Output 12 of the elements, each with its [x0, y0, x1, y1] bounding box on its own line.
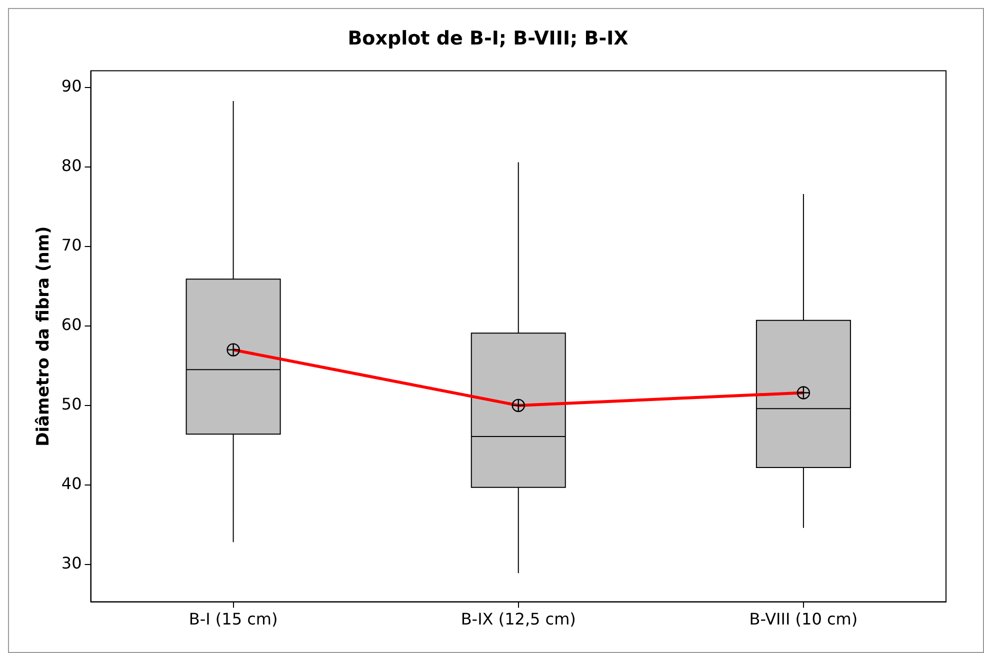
y-tick-label: 60	[61, 315, 82, 334]
x-tick-label: B-IX (12,5 cm)	[460, 610, 576, 629]
x-tick-label: B-I (15 cm)	[188, 610, 278, 629]
y-tick-label: 40	[61, 474, 82, 494]
chart-title: Boxplot de B-I; B-VIII; B-IX	[348, 27, 629, 50]
y-tick-label: 50	[61, 394, 82, 414]
y-tick-label: 90	[61, 76, 82, 96]
x-tick-label: B-VIII (10 cm)	[749, 610, 858, 629]
y-tick-label: 70	[61, 236, 82, 255]
y-tick-label: 80	[61, 156, 82, 176]
y-axis-title: Diâmetro da fibra (nm)	[34, 226, 54, 446]
y-tick-label: 30	[61, 554, 82, 573]
